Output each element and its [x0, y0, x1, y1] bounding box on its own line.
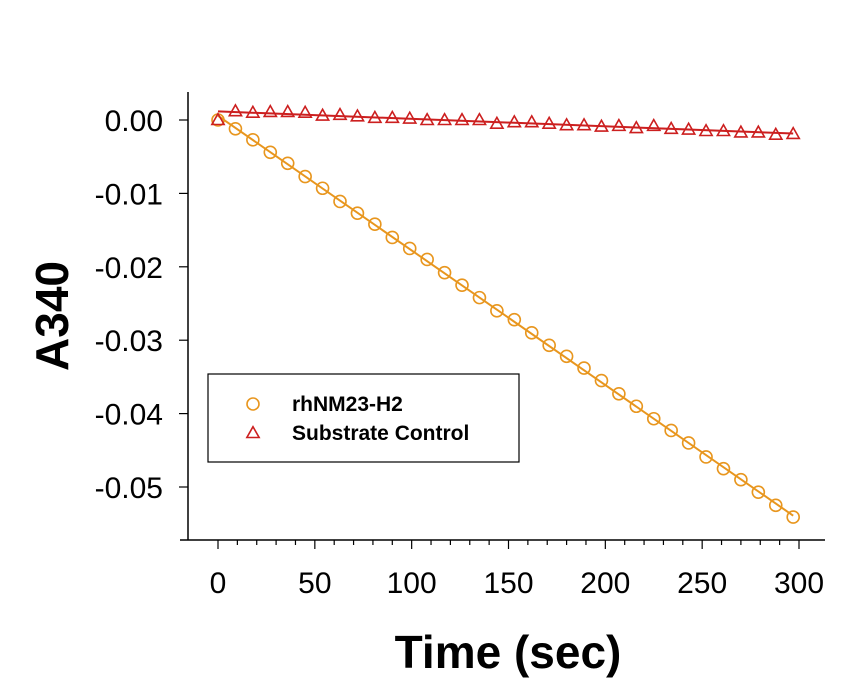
- legend-label: Substrate Control: [292, 422, 469, 445]
- data-point: [228, 122, 243, 136]
- data-point: [629, 399, 644, 414]
- legend: rhNM23-H2 Substrate Control: [207, 373, 520, 463]
- data-point: [280, 104, 296, 118]
- data-point: [750, 124, 766, 138]
- data-point: [612, 386, 626, 401]
- data-point: [315, 107, 331, 121]
- data-point: [454, 112, 470, 126]
- data-point: [628, 120, 644, 134]
- axes: 0 50 100 150 200 250 300 0.00 -0.01 -0.02 -0.03 -0.…: [95, 92, 825, 600]
- legend-label: rhNM23-H2: [292, 393, 403, 416]
- data-point: [419, 112, 435, 126]
- data-point: [681, 121, 697, 135]
- data-point: [210, 112, 226, 126]
- y-tick-label: -0.03: [95, 325, 163, 358]
- legend-box: [207, 373, 520, 463]
- data-point: [524, 114, 540, 128]
- x-tick-label: 200: [580, 567, 630, 600]
- data-point: [471, 112, 487, 126]
- data-point: [368, 217, 382, 232]
- data-point: [472, 290, 487, 305]
- data-point: [646, 411, 661, 426]
- data-point: [733, 124, 749, 138]
- data-point: [333, 194, 347, 209]
- data-point: [768, 498, 783, 513]
- legend-marker: [245, 425, 261, 439]
- x-tick-label: 0: [210, 567, 227, 600]
- data-point: [402, 241, 417, 256]
- data-point: [490, 304, 504, 318]
- data-point: [699, 450, 713, 464]
- x-tick-label: 100: [387, 567, 437, 600]
- plot-area: [210, 103, 801, 524]
- data-point: [350, 206, 365, 221]
- x-axis-title: Time (sec): [395, 626, 622, 678]
- series-2: [210, 103, 801, 140]
- data-point: [541, 115, 557, 129]
- y-tick-label: -0.02: [95, 252, 163, 285]
- data-point: [332, 106, 348, 121]
- x-tick-label: 300: [774, 567, 824, 600]
- data-point: [664, 423, 678, 438]
- y-tick-label: -0.05: [95, 472, 163, 505]
- data-point: [489, 115, 505, 129]
- fit-line: [217, 110, 794, 135]
- data-point: [385, 230, 400, 245]
- data-point: [437, 265, 452, 280]
- data-point: [262, 104, 278, 118]
- data-point: [507, 312, 522, 327]
- data-point: [298, 169, 312, 184]
- fit-line: [217, 114, 794, 517]
- data-point: [315, 181, 330, 196]
- data-point: [786, 510, 800, 524]
- data-point: [577, 361, 591, 375]
- y-tick-label: -0.01: [95, 178, 163, 211]
- data-point: [611, 117, 627, 132]
- data-point: [245, 104, 261, 118]
- y-tick-label: 0.00: [105, 105, 163, 138]
- data-point: [594, 373, 609, 388]
- data-point: [506, 114, 522, 128]
- data-point: [297, 104, 313, 118]
- data-point: [437, 112, 453, 126]
- y-axis-title: A340: [26, 261, 78, 371]
- data-point: [524, 326, 539, 340]
- data-point: [681, 436, 696, 450]
- data-point: [246, 133, 260, 147]
- data-point: [349, 108, 365, 122]
- x-tick-label: 150: [483, 567, 533, 600]
- data-point: [559, 349, 574, 364]
- data-point: [716, 461, 731, 476]
- data-point: [280, 156, 295, 171]
- data-point: [593, 118, 609, 132]
- data-point: [663, 120, 679, 135]
- legend-marker: [246, 397, 260, 411]
- data-point: [384, 109, 400, 124]
- data-point: [559, 117, 575, 131]
- series-1: [211, 113, 800, 524]
- data-point: [367, 109, 383, 124]
- data-point: [715, 123, 731, 137]
- data-point: [646, 117, 662, 132]
- data-point: [768, 126, 784, 140]
- data-point: [698, 123, 714, 137]
- data-point: [402, 110, 418, 124]
- data-point: [751, 485, 766, 499]
- data-point: [455, 278, 469, 292]
- data-point: [576, 117, 592, 131]
- y-tick-label: -0.04: [95, 399, 163, 432]
- x-tick-label: 250: [677, 567, 727, 600]
- data-point: [542, 338, 556, 353]
- data-point: [227, 103, 243, 117]
- data-point: [420, 252, 434, 267]
- data-point: [734, 472, 748, 487]
- x-tick-label: 50: [298, 567, 331, 600]
- data-point: [785, 126, 801, 140]
- data-point: [263, 145, 278, 160]
